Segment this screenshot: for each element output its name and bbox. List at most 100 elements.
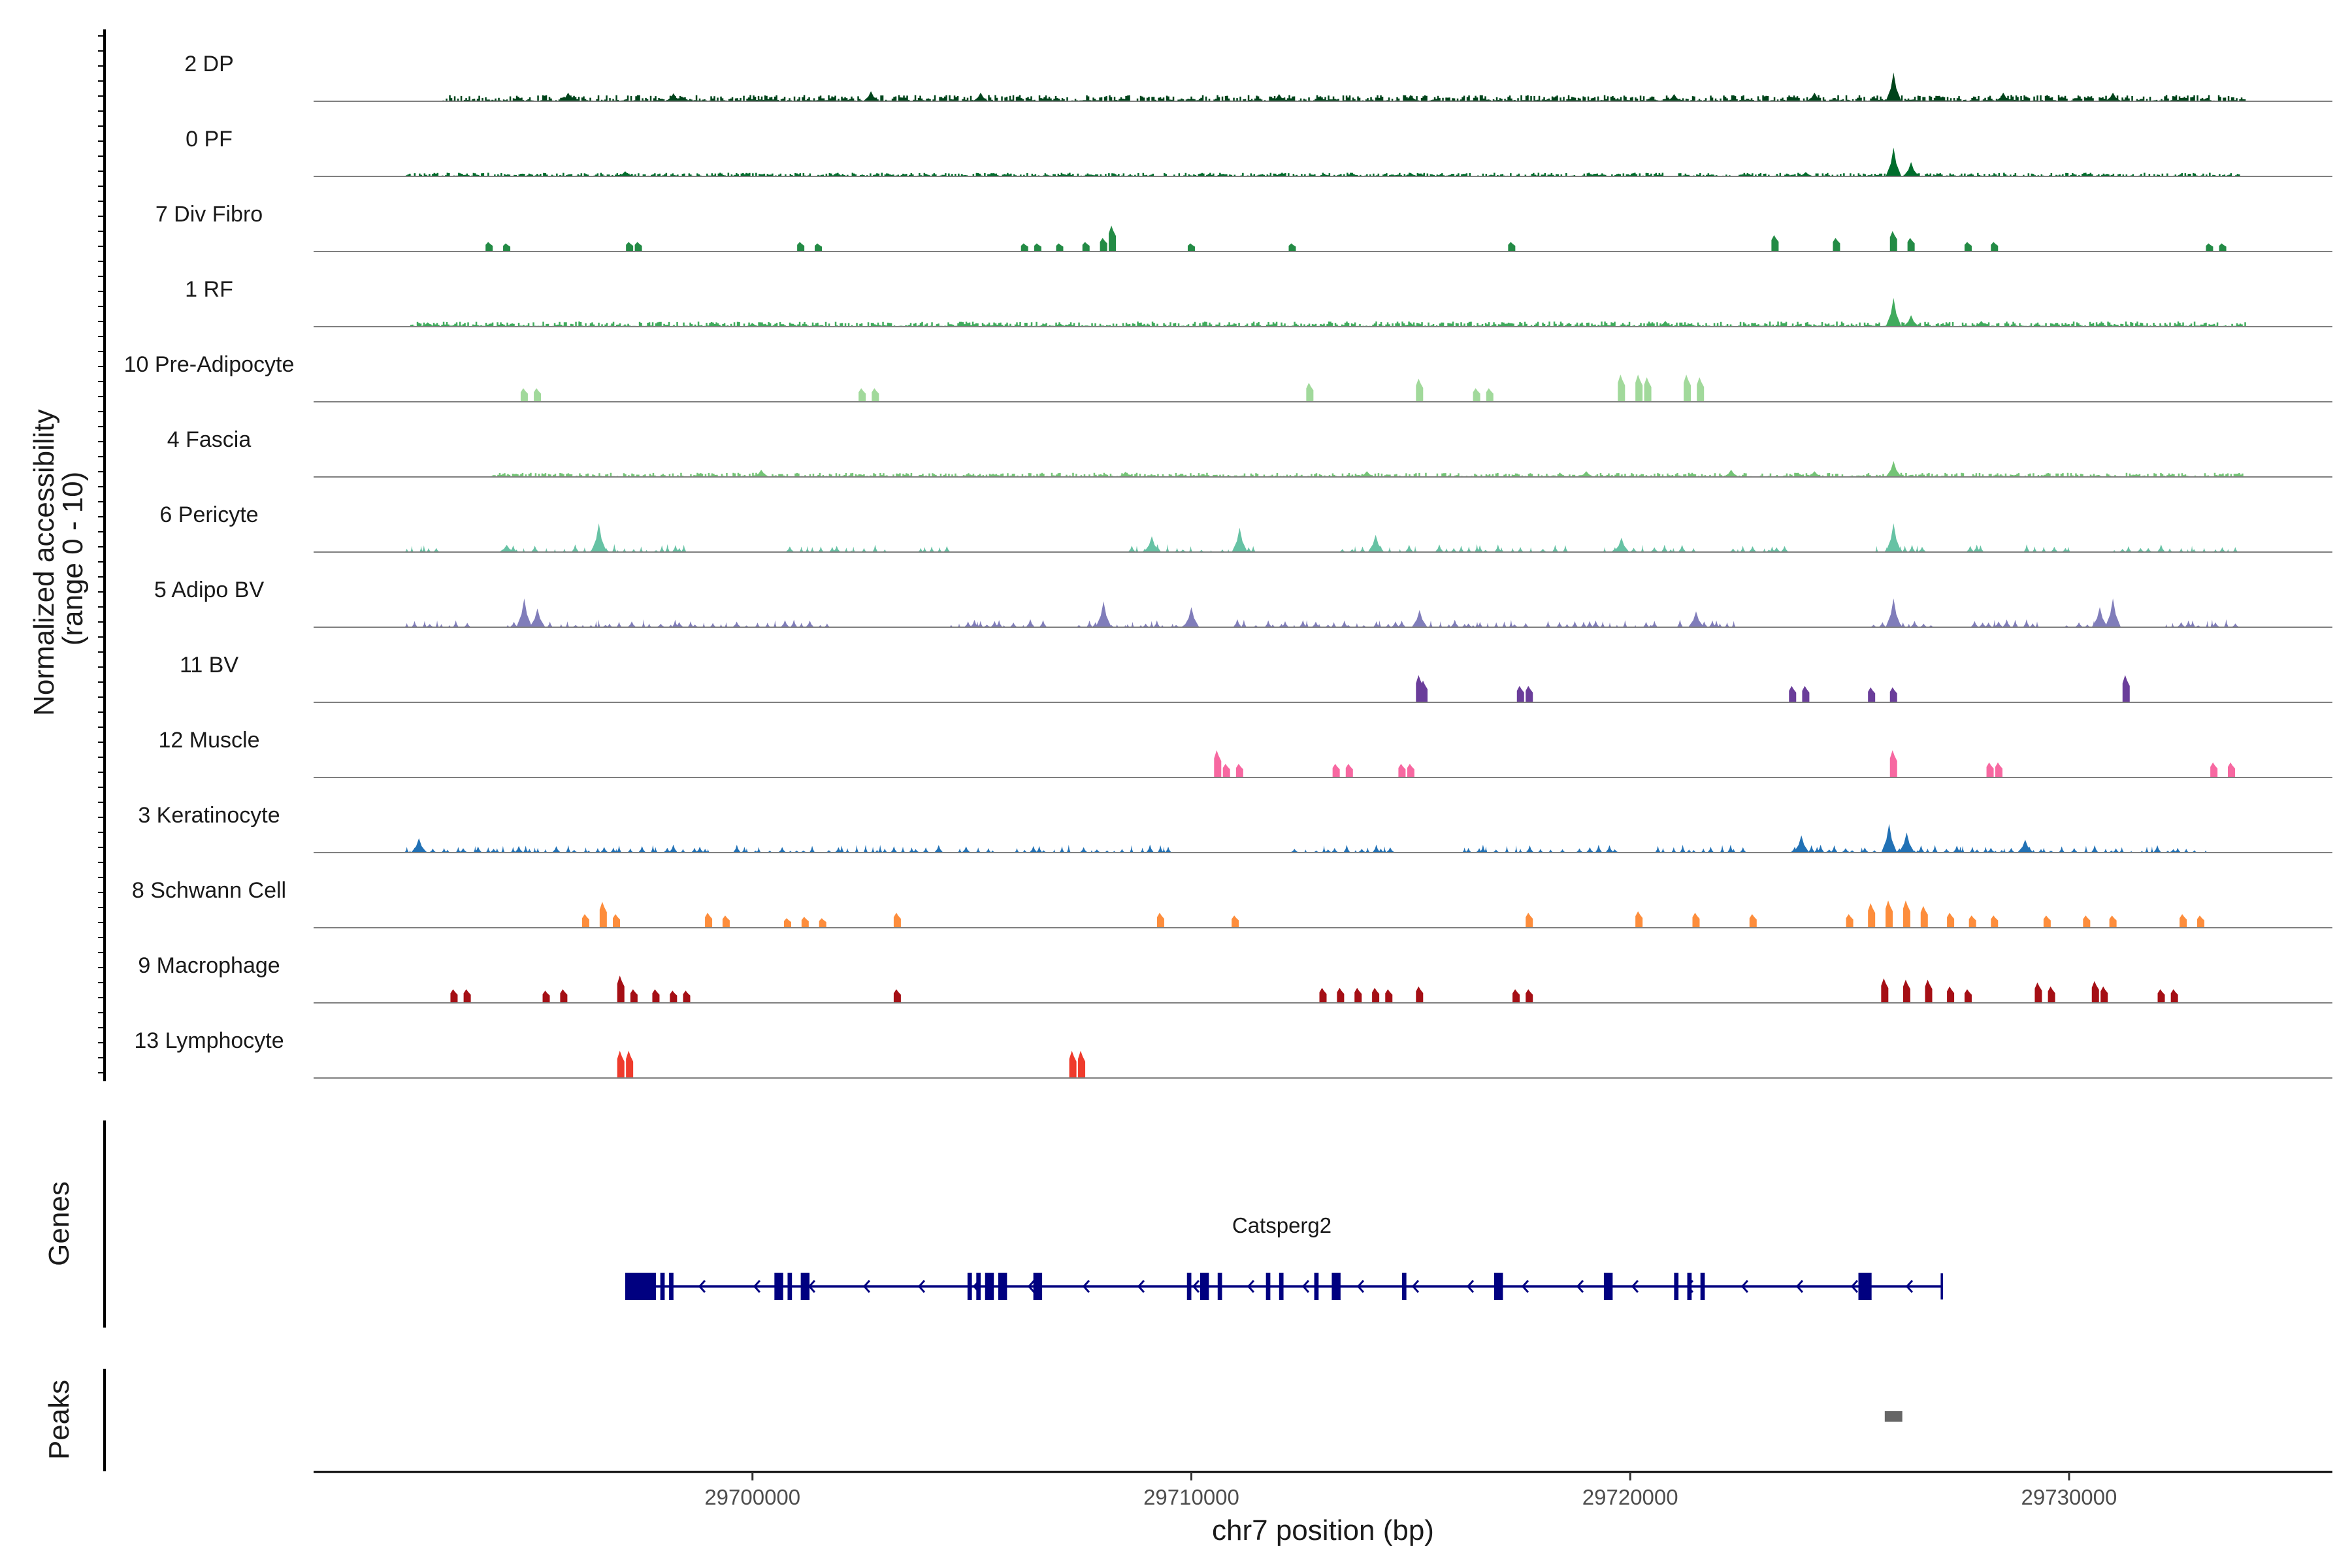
coverage-signal <box>406 172 2246 176</box>
gene-exon <box>998 1273 1007 1300</box>
coverage-peak <box>1144 536 1160 552</box>
genes-track-label: Genes <box>43 1181 75 1266</box>
strand-arrow <box>1411 1280 1420 1293</box>
track-8-schwann-cell: 8 Schwann Cell <box>132 878 2332 928</box>
coverage-peak <box>2105 598 2121 627</box>
gene-exon <box>1687 1273 1692 1300</box>
gene-exon <box>1266 1273 1271 1300</box>
gene-exon <box>1279 1273 1284 1300</box>
coverage-peak <box>872 388 879 402</box>
coverage-peak <box>705 913 713 928</box>
coverage-peak <box>516 598 532 627</box>
coverage-peak <box>1156 913 1164 928</box>
coverage-peak <box>722 915 730 928</box>
coverage-peak <box>1372 988 1380 1003</box>
coverage-signal <box>404 619 2240 627</box>
peak-regions <box>1884 1411 1903 1422</box>
coverage-peak <box>1214 750 1222 777</box>
coverage-peak <box>1688 611 1704 627</box>
coverage-peak <box>1697 377 1705 402</box>
gene-exon <box>1217 1273 1222 1300</box>
coverage-peak <box>1271 94 1287 101</box>
coverage-peak <box>1749 914 1757 928</box>
coverage-peak <box>1903 315 1919 327</box>
strand-arrow <box>1082 1280 1090 1293</box>
coverage-peak <box>1881 978 1889 1003</box>
x-tick-label: 29710000 <box>1143 1485 1239 1509</box>
strand-arrow <box>1466 1280 1475 1293</box>
coverage-peak <box>560 92 576 101</box>
coverage-peak <box>1354 988 1362 1003</box>
coverage-peak <box>1420 680 1428 702</box>
coverage-peak <box>1403 323 1419 327</box>
coverage-peak <box>2157 989 2165 1003</box>
coverage-peak <box>1021 243 1028 252</box>
coverage-peak <box>626 242 634 252</box>
coverage-peak <box>1991 915 1999 928</box>
coverage-peak <box>783 918 791 928</box>
coverage-peak <box>1968 915 1976 928</box>
coverage-signal <box>404 844 2208 853</box>
coverage-peak <box>2017 840 2033 853</box>
peak-region <box>1884 1411 1903 1422</box>
coverage-peak <box>2109 915 2117 928</box>
track-label: 8 Schwann Cell <box>132 878 286 903</box>
coverage-peak <box>2170 989 2178 1003</box>
gene-exon <box>1700 1273 1705 1300</box>
coverage-peak <box>1644 377 1652 402</box>
strand-arrow <box>1027 1280 1036 1293</box>
strand-arrow <box>1631 1280 1639 1293</box>
coverage-peak <box>1806 92 1823 101</box>
gene-exon <box>1401 1273 1407 1300</box>
coverage-peak <box>630 989 638 1003</box>
coverage-peak <box>1995 762 2002 777</box>
coverage-peak <box>1986 762 1994 777</box>
coverage-peak <box>801 917 809 928</box>
track-3-keratinocyte: 3 Keratinocyte <box>138 803 2332 853</box>
coverage-peak <box>2105 92 2121 101</box>
coverage-peak <box>1398 764 1406 777</box>
coverage-peak <box>613 914 620 928</box>
gene-exon <box>1033 1273 1043 1300</box>
x-tick-label: 29720000 <box>1582 1485 1678 1509</box>
strand-arrow <box>1521 1280 1529 1293</box>
coverage-peak <box>1403 95 1419 101</box>
coverage-peak <box>753 470 770 477</box>
coverage-peak <box>1069 1051 1077 1078</box>
coverage-peak <box>670 990 678 1003</box>
coverage-tracks: 2 DP 0 PF 7 Div Fibro 1 RF 10 Pre-Adipocyte 4… <box>124 52 2332 1079</box>
track-10-pre-adipocyte: 10 Pre-Adipocyte <box>124 352 2332 402</box>
coverage-peak <box>1078 1051 1086 1078</box>
coverage-peak <box>1512 989 1520 1003</box>
coverage-peak <box>1886 598 1902 627</box>
coverage-peak <box>2100 986 2108 1003</box>
coverage-peak <box>1907 238 1915 252</box>
coverage-peak <box>1886 900 1893 928</box>
coverage-peak <box>542 990 550 1003</box>
gene-exon <box>1186 1273 1192 1300</box>
coverage-peak <box>893 913 901 928</box>
coverage-peak <box>1407 764 1414 777</box>
track-label: 3 Keratinocyte <box>138 803 280 828</box>
track-label: 1 RF <box>185 277 233 302</box>
coverage-peak <box>411 838 427 853</box>
coverage-peak <box>1578 471 1594 477</box>
coverage-peak <box>1886 523 1902 552</box>
coverage-peak <box>1337 988 1345 1003</box>
track-4-fascia: 4 Fascia <box>167 427 2332 478</box>
gene-exon <box>1314 1273 1319 1300</box>
strand-arrow <box>1905 1280 1914 1293</box>
coverage-peak <box>1183 607 1200 627</box>
coverage-peak <box>1692 913 1700 928</box>
coverage-peak <box>1886 461 1902 477</box>
y-axis-title: Normalized accessibility (range 0 - 10) <box>28 401 89 716</box>
gene-exon <box>1674 1273 1679 1300</box>
coverage-peak <box>815 243 822 252</box>
coverage-peak <box>1833 238 1840 252</box>
coverage-peak <box>1635 374 1643 402</box>
gene-name-label: Catsperg2 <box>1232 1213 1331 1237</box>
coverage-peak <box>819 918 826 928</box>
coverage-peak <box>863 91 879 101</box>
gene-exon <box>985 1273 994 1300</box>
strand-arrow <box>862 1280 871 1293</box>
